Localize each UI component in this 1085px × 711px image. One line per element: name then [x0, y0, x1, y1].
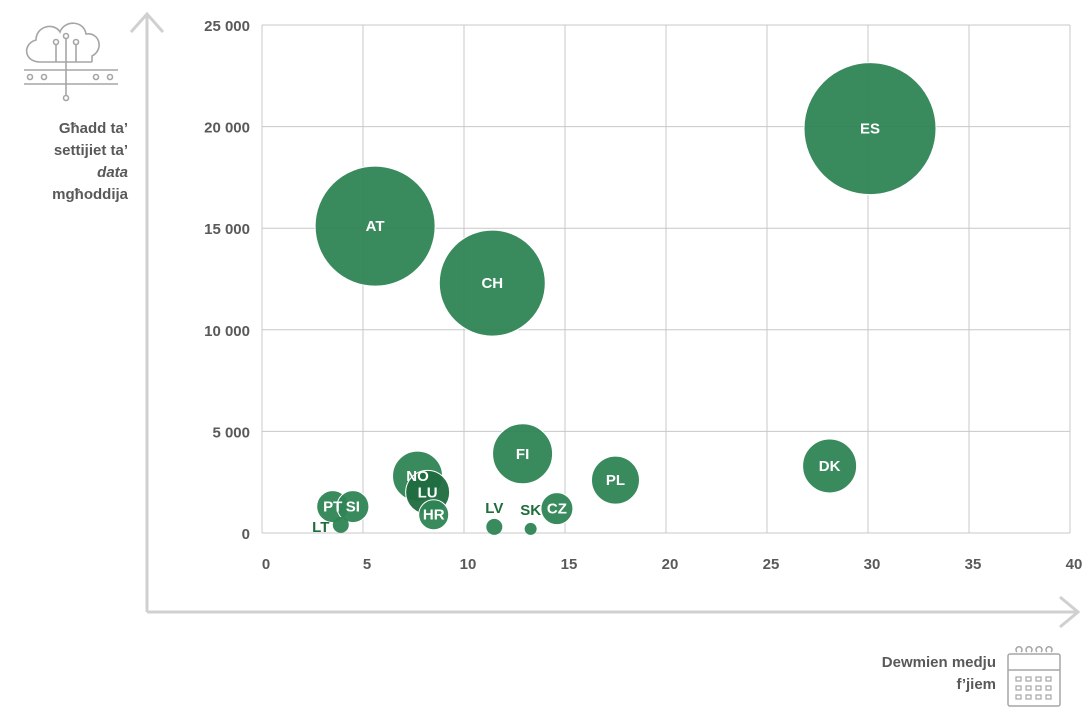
- bubble-label-lu: LU: [418, 484, 438, 501]
- y-tick-label: 10 000: [204, 323, 250, 340]
- bubble-fi: [492, 423, 554, 485]
- x-axis-label: Dewmien medju f’jiem: [790, 652, 996, 696]
- bubble-es: [803, 62, 937, 196]
- cloud-circuit-icon: [24, 22, 118, 102]
- x-tick-label: 40: [1066, 556, 1083, 573]
- bubble-label-lt: LT: [312, 519, 329, 536]
- bubble-label-si: SI: [346, 499, 360, 516]
- bubble-label-pl: PL: [606, 472, 625, 489]
- y-tick-label: 25 000: [204, 18, 250, 35]
- x-tick-label: 0: [262, 556, 270, 573]
- bubble-lt: [332, 516, 349, 533]
- bubble-label-at: AT: [366, 218, 385, 235]
- y-tick-label: 15 000: [204, 221, 250, 238]
- axis-arrows: [129, 11, 1081, 629]
- y-axis-label-line: data: [97, 164, 128, 181]
- bubble-hr: [418, 499, 450, 531]
- x-tick-label: 5: [363, 556, 371, 573]
- y-axis-label-line: settijiet ta’: [53, 142, 128, 159]
- x-tick-label: 30: [864, 556, 881, 573]
- bubble-label-hr: HR: [423, 507, 445, 524]
- x-axis-ticks: 0 5 10 15 20 25 30 35 40: [262, 556, 1083, 573]
- y-axis-label: Għadd ta’ settijiet ta’ data mgħoddija: [10, 118, 128, 206]
- bubble-sk: [524, 522, 537, 535]
- y-axis-ticks: 0 5 000 10 000 15 000 20 000 25 000: [204, 18, 250, 543]
- y-axis-label-line: mgħoddija: [52, 186, 128, 203]
- bubble-ch: [438, 229, 546, 337]
- y-tick-label: 0: [242, 526, 250, 543]
- x-tick-label: 10: [460, 556, 477, 573]
- bubbles: [314, 62, 937, 535]
- bubble-lv: [486, 518, 503, 535]
- x-axis-label-line: Dewmien medju: [881, 654, 996, 671]
- bubble-labels: ES AT CH FI DK NO PL LU PT SI CZ HR LT LV SK: [312, 121, 880, 536]
- bubble-label-es: ES: [860, 121, 880, 138]
- bubble-label-cz: CZ: [547, 501, 567, 518]
- bubble-si: [336, 490, 370, 524]
- bubble-at: [314, 165, 436, 287]
- bubble-label-fi: FI: [516, 446, 529, 463]
- bubble-label-ch: CH: [481, 275, 503, 292]
- grid: [261, 24, 1071, 534]
- x-tick-label: 20: [662, 556, 679, 573]
- bubble-label-dk: DK: [819, 458, 841, 475]
- bubble-label-no: NO: [406, 468, 429, 485]
- bubble-dk: [802, 438, 858, 494]
- x-tick-label: 15: [561, 556, 578, 573]
- bubble-cz: [540, 492, 574, 526]
- bubble-label-lv: LV: [485, 500, 503, 517]
- calendar-icon: [1007, 646, 1061, 707]
- y-axis-label-line: Għadd ta’: [58, 120, 128, 137]
- bubble-label-pt: PT: [323, 499, 342, 516]
- x-tick-label: 35: [965, 556, 982, 573]
- y-tick-label: 5 000: [212, 424, 250, 441]
- bubble-pl: [591, 455, 640, 505]
- x-axis-label-line: f’jiem: [956, 676, 996, 693]
- x-tick-label: 25: [763, 556, 780, 573]
- y-tick-label: 20 000: [204, 120, 250, 137]
- bubble-label-sk: SK: [520, 502, 541, 519]
